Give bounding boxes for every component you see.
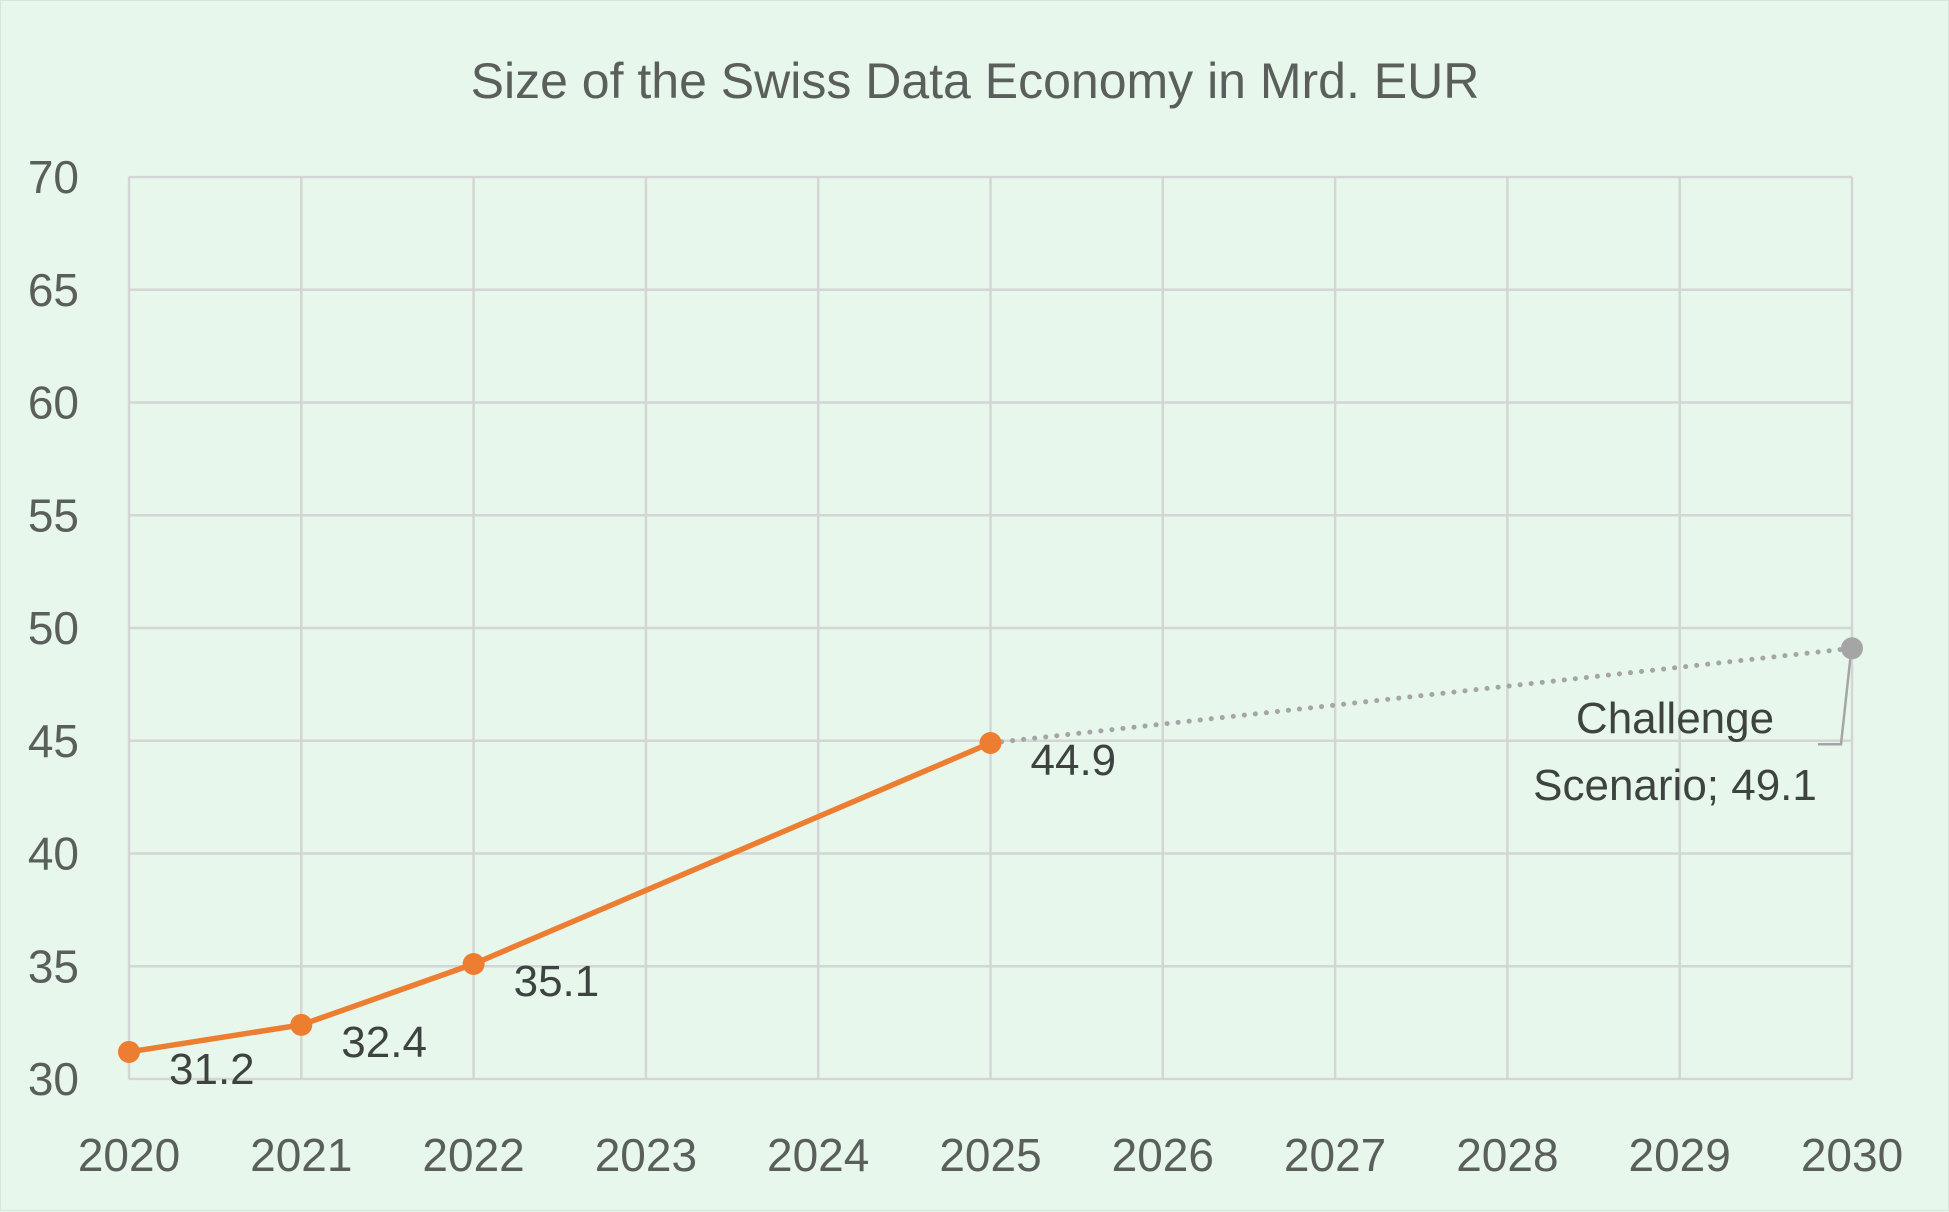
data-label: 32.4: [341, 1018, 427, 1067]
x-tick-label: 2030: [1801, 1129, 1903, 1181]
y-tick-label: 30: [28, 1053, 79, 1105]
y-tick-label: 65: [28, 264, 79, 316]
y-tick-label: 50: [28, 602, 79, 654]
x-tick-label: 2021: [250, 1129, 352, 1181]
y-tick-label: 35: [28, 940, 79, 992]
data-label: 35.1: [514, 957, 600, 1006]
projection-endpoint-marker: [1841, 637, 1863, 660]
projection-line: [988, 645, 1855, 746]
data-labels: 31.2 32.4 35.1 44.9: [169, 736, 1116, 1094]
data-point-marker: [979, 732, 1002, 755]
grid-lines: [127, 175, 1854, 1081]
x-tick-label: 2020: [78, 1129, 180, 1181]
data-point-marker: [118, 1040, 140, 1063]
annotation-line-1: Challenge: [1576, 694, 1774, 743]
annotation-line-2: Scenario; 49.1: [1533, 761, 1817, 810]
chart-title: Size of the Swiss Data Economy in Mrd. E…: [471, 53, 1480, 109]
data-markers: [118, 637, 1863, 1063]
x-tick-label: 2025: [939, 1129, 1041, 1181]
y-axis-ticks: 70 65 60 55 50 45 40 35 30: [28, 151, 79, 1105]
data-point-marker: [290, 1013, 313, 1036]
x-tick-label: 2028: [1456, 1129, 1558, 1181]
y-tick-label: 70: [28, 151, 79, 203]
actual-series-line: [128, 740, 992, 1055]
y-tick-label: 40: [28, 828, 79, 880]
data-label: 44.9: [1031, 736, 1117, 785]
x-tick-label: 2024: [767, 1129, 869, 1181]
x-tick-label: 2029: [1629, 1129, 1731, 1181]
y-tick-label: 60: [28, 377, 79, 429]
x-axis-ticks: 2020 2021 2022 2023 2024 2025 2026 2027 2028 2029…: [78, 1129, 1903, 1181]
x-tick-label: 2027: [1284, 1129, 1386, 1181]
y-tick-label: 45: [28, 715, 79, 767]
x-tick-label: 2023: [595, 1129, 697, 1181]
series-lines: [128, 645, 1855, 1055]
data-point-marker: [462, 952, 485, 975]
x-tick-label: 2022: [422, 1129, 524, 1181]
y-tick-label: 55: [28, 489, 79, 541]
x-tick-label: 2026: [1112, 1129, 1214, 1181]
data-label: 31.2: [169, 1045, 255, 1094]
annotation-leader-line: [1818, 652, 1853, 746]
scenario-annotation: Challenge Scenario; 49.1: [1533, 652, 1853, 810]
